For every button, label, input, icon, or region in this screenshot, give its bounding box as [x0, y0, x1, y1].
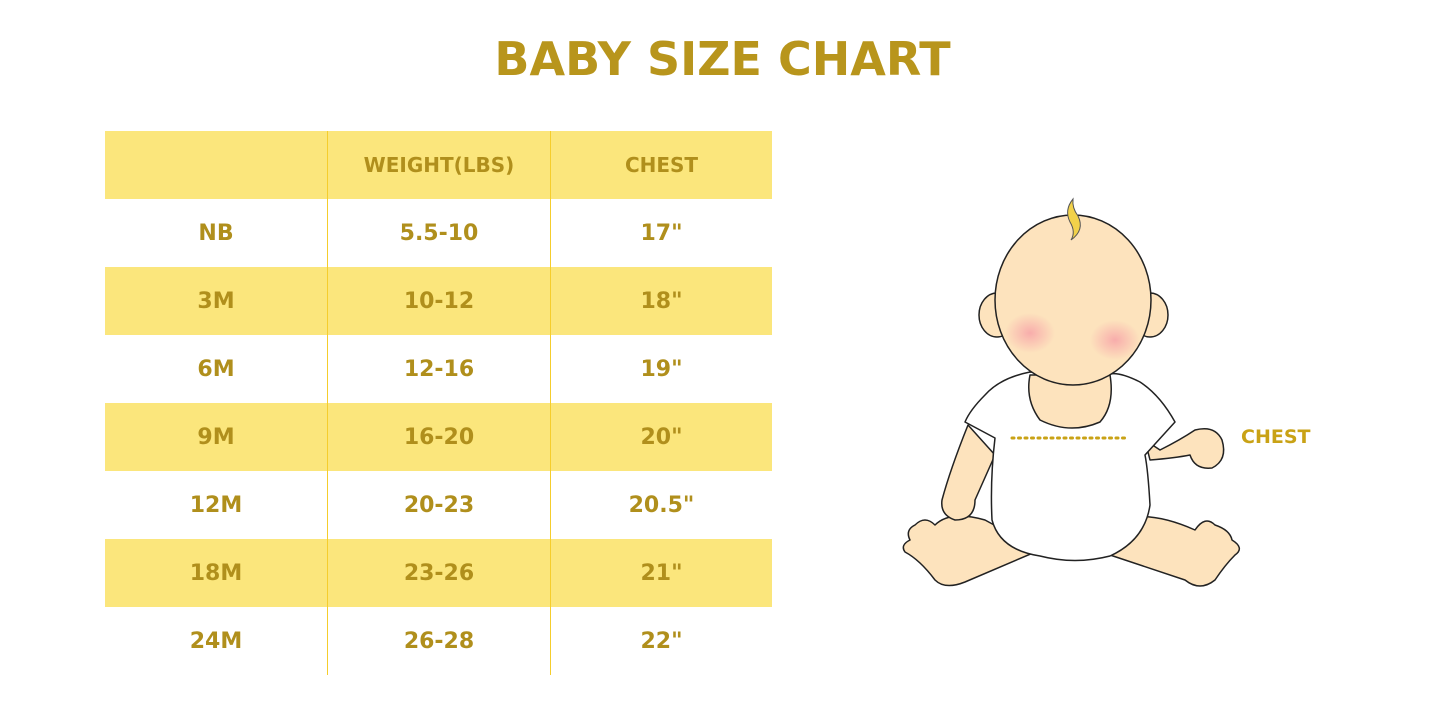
table-row: 12M 20-23 20.5" [105, 471, 772, 539]
weight-cell: 5.5-10 [327, 199, 551, 267]
table-row: 24M 26-28 22" [105, 607, 772, 675]
hair-curl [1067, 197, 1081, 241]
left-arm [941, 424, 996, 521]
weight-cell: 26-28 [327, 607, 551, 675]
size-cell: NB [198, 220, 234, 246]
shirt [964, 371, 1176, 562]
right-cheek [1090, 320, 1140, 360]
table-row: NB 5.5-10 17" [105, 199, 772, 267]
chest-label: CHEST [1241, 426, 1311, 448]
size-cell: 3M [105, 267, 328, 335]
header-size [105, 131, 328, 199]
table-row: 9M 16-20 20" [105, 403, 772, 471]
weight-cell: 23-26 [327, 539, 551, 607]
chest-cell: 20" [550, 403, 772, 471]
weight-cell: 16-20 [327, 403, 551, 471]
chest-cell: 19" [550, 335, 772, 403]
table-row: 3M 10-12 18" [105, 267, 772, 335]
weight-cell: 12-16 [327, 335, 551, 403]
size-table: WEIGHT(LBS) CHEST NB 5.5-10 17" 3M 10-12… [105, 131, 772, 675]
header-chest: CHEST [550, 131, 772, 199]
table-row: 18M 23-26 21" [105, 539, 772, 607]
page-title: BABY SIZE CHART [494, 32, 951, 86]
header-weight: WEIGHT(LBS) [327, 131, 551, 199]
weight-cell: 10-12 [327, 267, 551, 335]
chest-cell: 17" [550, 199, 772, 267]
right-arm [1144, 428, 1225, 469]
size-cell: 24M [189, 628, 243, 654]
right-leg [1109, 515, 1241, 587]
head [994, 214, 1152, 386]
weight-cell: 20-23 [327, 471, 551, 539]
neck [1028, 374, 1112, 429]
chest-cell: 21" [550, 539, 772, 607]
size-cell: 9M [105, 403, 328, 471]
left-cheek [1005, 313, 1055, 353]
size-cell: 12M [189, 492, 243, 518]
chest-cell: 20.5" [550, 471, 772, 539]
chest-cell: 22" [550, 607, 772, 675]
size-cell: 6M [197, 356, 235, 382]
table-row: 6M 12-16 19" [105, 335, 772, 403]
table-header-row: WEIGHT(LBS) CHEST [105, 131, 772, 199]
size-cell: 18M [105, 539, 328, 607]
chest-cell: 18" [550, 267, 772, 335]
